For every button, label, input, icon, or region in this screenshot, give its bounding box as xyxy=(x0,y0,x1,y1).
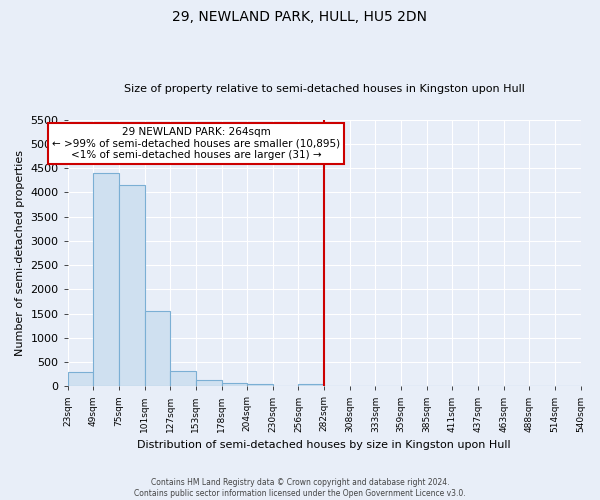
Text: 29 NEWLAND PARK: 264sqm
← >99% of semi-detached houses are smaller (10,895)
<1% : 29 NEWLAND PARK: 264sqm ← >99% of semi-d… xyxy=(52,127,340,160)
Bar xyxy=(68,372,94,386)
Bar xyxy=(94,173,119,386)
Bar xyxy=(247,384,273,386)
Bar xyxy=(221,383,247,386)
Bar xyxy=(170,370,196,386)
Title: Size of property relative to semi-detached houses in Kingston upon Hull: Size of property relative to semi-detach… xyxy=(124,84,524,94)
X-axis label: Distribution of semi-detached houses by size in Kingston upon Hull: Distribution of semi-detached houses by … xyxy=(137,440,511,450)
Bar xyxy=(119,185,145,386)
Y-axis label: Number of semi-detached properties: Number of semi-detached properties xyxy=(15,150,25,356)
Text: 29, NEWLAND PARK, HULL, HU5 2DN: 29, NEWLAND PARK, HULL, HU5 2DN xyxy=(173,10,427,24)
Bar xyxy=(298,384,324,386)
Bar xyxy=(145,311,170,386)
Text: Contains HM Land Registry data © Crown copyright and database right 2024.
Contai: Contains HM Land Registry data © Crown c… xyxy=(134,478,466,498)
Bar xyxy=(196,380,221,386)
